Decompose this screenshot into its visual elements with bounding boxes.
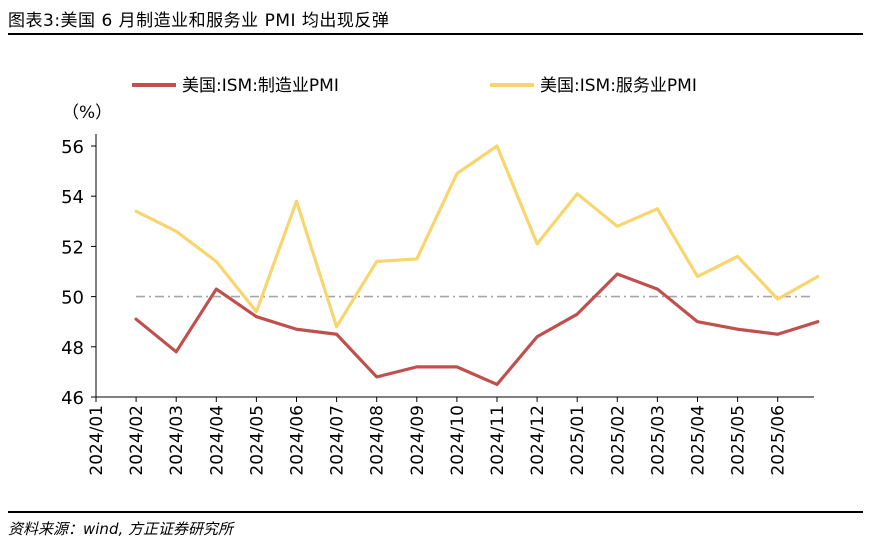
manufacturing-pmi-line	[134, 272, 820, 387]
y-tick-label: 46	[61, 388, 84, 409]
x-tick-label: 2024/09	[408, 405, 428, 476]
x-tick-label: 2024/01	[87, 405, 107, 476]
series-group	[134, 144, 820, 387]
chart-title: 图表3:美国 6 月制造业和服务业 PMI 均出现反弹	[8, 11, 390, 31]
legend-manufacturing-label: 美国:ISM:制造业PMI	[182, 76, 339, 96]
source-note: 资料来源：wind, 方正证券研究所	[8, 520, 234, 538]
x-tick-label: 2024/06	[288, 405, 308, 476]
y-tick-label: 54	[61, 187, 84, 208]
x-tick-label: 2025/05	[729, 405, 749, 476]
x-tick-label: 2025/04	[689, 405, 709, 476]
x-tick-label: 2025/06	[769, 405, 789, 476]
x-tick-label: 2025/03	[648, 405, 668, 476]
y-tick-label: 48	[61, 338, 84, 359]
x-tick-label: 2024/03	[167, 405, 187, 476]
x-tick-label: 2024/02	[127, 405, 147, 476]
x-tick-label: 2024/08	[368, 405, 388, 476]
x-axis-ticks: 2024/01 2024/02 2024/03 2024/04 2024/05 2024/…	[87, 397, 789, 476]
services-pmi-line	[134, 144, 820, 329]
legend-services-label: 美国:ISM:服务业PMI	[540, 76, 697, 96]
x-tick-label: 2024/11	[488, 405, 508, 476]
y-axis-label: （%）	[62, 103, 112, 123]
y-axis-ticks: 46 48 50 52 54 56	[61, 137, 96, 409]
x-tick-label: 2024/07	[328, 405, 348, 476]
source-divider	[8, 511, 863, 513]
x-tick-label: 2024/10	[448, 405, 468, 476]
y-tick-label: 52	[61, 237, 84, 258]
x-tick-label: 2024/04	[207, 405, 227, 476]
y-tick-label: 56	[61, 137, 84, 158]
y-tick-label: 50	[61, 288, 84, 309]
legend: 美国:ISM:制造业PMI 美国:ISM:服务业PMI	[132, 76, 697, 96]
axes	[95, 134, 814, 398]
x-tick-label: 2024/12	[528, 405, 548, 476]
title-divider	[8, 33, 863, 35]
x-tick-label: 2025/02	[608, 405, 628, 476]
x-tick-label: 2024/05	[247, 405, 267, 476]
x-tick-label: 2025/01	[568, 405, 588, 476]
